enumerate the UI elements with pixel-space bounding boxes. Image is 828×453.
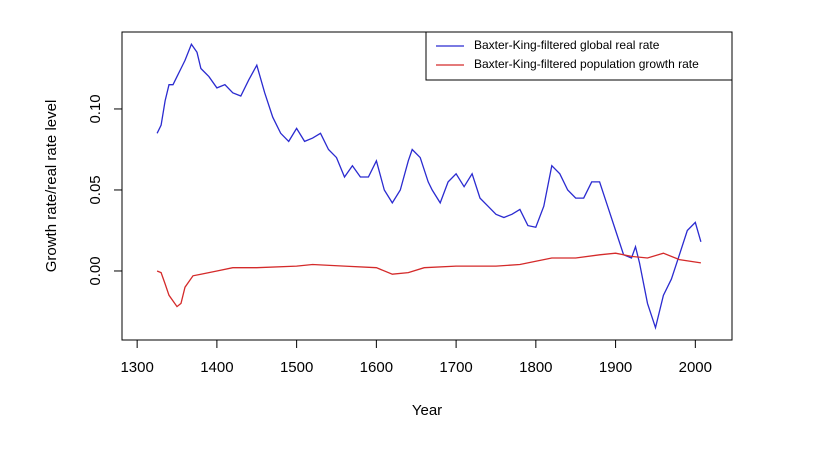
y-tick-label: 0.05	[87, 175, 104, 204]
legend-label: Baxter-King-filtered population growth r…	[474, 57, 699, 71]
y-axis-label: Growth rate/real rate level	[43, 100, 60, 273]
x-tick-label: 1500	[280, 359, 313, 376]
x-tick-label: 1700	[439, 359, 472, 376]
data-line	[156, 252, 701, 308]
y-tick-label: 0.10	[87, 94, 104, 123]
x-tick-label: 1300	[120, 359, 153, 376]
x-tick-label: 1800	[519, 359, 552, 376]
x-tick-label: 2000	[679, 359, 712, 376]
x-tick-label: 1900	[599, 359, 632, 376]
x-tick-label: 1600	[360, 359, 393, 376]
legend-label: Baxter-King-filtered global real rate	[474, 38, 660, 52]
legend-box	[425, 31, 733, 81]
x-tick-label: 1400	[200, 359, 233, 376]
x-axis-label: Year	[412, 402, 442, 419]
y-tick-label: 0.00	[87, 256, 104, 285]
data-line	[156, 42, 702, 331]
